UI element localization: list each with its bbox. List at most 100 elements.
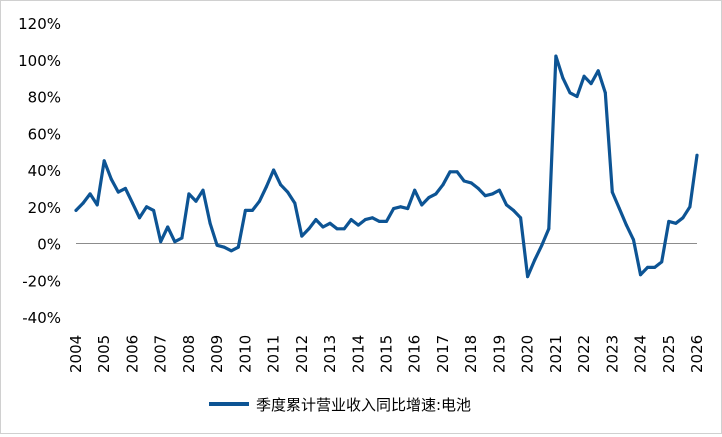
data-point [490,192,494,196]
data-point [81,201,85,205]
data-point [603,91,607,95]
data-point [582,74,586,78]
x-tick-label: 2006 [123,335,141,373]
x-tick-label: 2015 [378,335,396,373]
data-point [215,243,219,247]
data-point [505,203,508,207]
y-axis-ticks: 120% 100% 80% 60% 40% 20% 0% -20% -40% [18,15,61,327]
data-point [512,208,515,212]
data-point [173,240,177,244]
data-point [674,221,678,225]
y-tick-label: 100% [18,52,61,70]
data-point [624,223,628,227]
data-point [617,207,621,211]
data-point [575,95,579,98]
data-point [469,181,473,185]
data-point [356,223,360,227]
data-point [116,190,120,194]
data-point [632,238,635,242]
x-tick-label: 2021 [547,335,565,373]
data-point [526,275,530,279]
data-point [370,216,374,220]
x-tick-label: 2020 [519,335,537,373]
data-point [321,225,325,229]
data-point [540,243,544,247]
x-tick-label: 2019 [490,335,508,373]
data-point [293,201,297,205]
data-point [342,227,346,231]
data-point [349,218,353,222]
data-point [159,240,163,244]
x-tick-label: 2018 [462,335,480,373]
data-point [363,218,367,222]
data-point [547,227,551,231]
data-point [688,205,692,209]
data-point [561,76,565,80]
data-point [222,245,226,249]
data-point [695,153,699,157]
x-tick-label: 2016 [406,335,424,373]
data-point [646,265,650,269]
data-point [596,69,600,73]
data-point [265,185,268,188]
data-point [314,218,318,222]
data-point [152,208,156,212]
data-point [74,208,78,212]
data-point [483,194,487,198]
data-point [243,208,247,212]
legend-label: 季度累计营业收入同比增速:电池 [256,396,471,414]
data-point [109,177,113,181]
data-point [180,236,184,240]
data-point [681,216,685,220]
y-tick-label: 20% [28,199,61,217]
data-point [201,188,205,192]
data-point [328,221,332,225]
data-point [399,205,403,209]
data-point [279,183,283,187]
y-tick-label: 60% [28,125,61,143]
data-point [462,179,466,183]
data-point [236,245,240,249]
data-point [406,207,410,211]
data-point [258,199,261,203]
x-tick-label: 2012 [293,335,311,373]
data-point [145,205,149,209]
x-tick-label: 2005 [95,335,113,373]
legend: 季度累计营业收入同比增速:电池 [209,396,471,414]
data-point [229,249,233,253]
data-point [434,192,438,196]
x-tick-label: 2014 [349,335,367,373]
data-point [208,221,212,225]
x-tick-label: 2025 [660,335,678,373]
x-axis-ticks: 2004 2005 2006 2007 2008 2009 2010 2011 2012 2013… [67,335,706,373]
data-point [519,216,523,220]
data-point [554,54,558,58]
x-tick-label: 2022 [575,335,593,373]
x-tick-label: 2008 [180,335,198,373]
data-point [610,190,614,194]
data-point [653,265,657,269]
data-point [166,225,170,229]
data-point [476,186,480,190]
data-point [568,91,572,95]
y-tick-label: 120% [18,15,61,33]
data-point [441,183,445,187]
x-tick-label: 2004 [67,335,85,373]
data-point [660,260,664,264]
y-tick-label: 0% [37,236,61,254]
data-point [455,170,459,174]
data-point [272,168,276,172]
data-point [533,258,537,262]
data-point [102,159,106,163]
data-point [88,192,92,196]
x-tick-label: 2024 [632,335,650,373]
data-point [138,216,141,220]
x-tick-label: 2007 [152,335,170,373]
x-tick-label: 2011 [265,335,283,373]
x-tick-label: 2026 [688,335,706,373]
data-point [335,227,339,231]
x-tick-label: 2009 [208,335,226,373]
data-point [667,219,671,223]
